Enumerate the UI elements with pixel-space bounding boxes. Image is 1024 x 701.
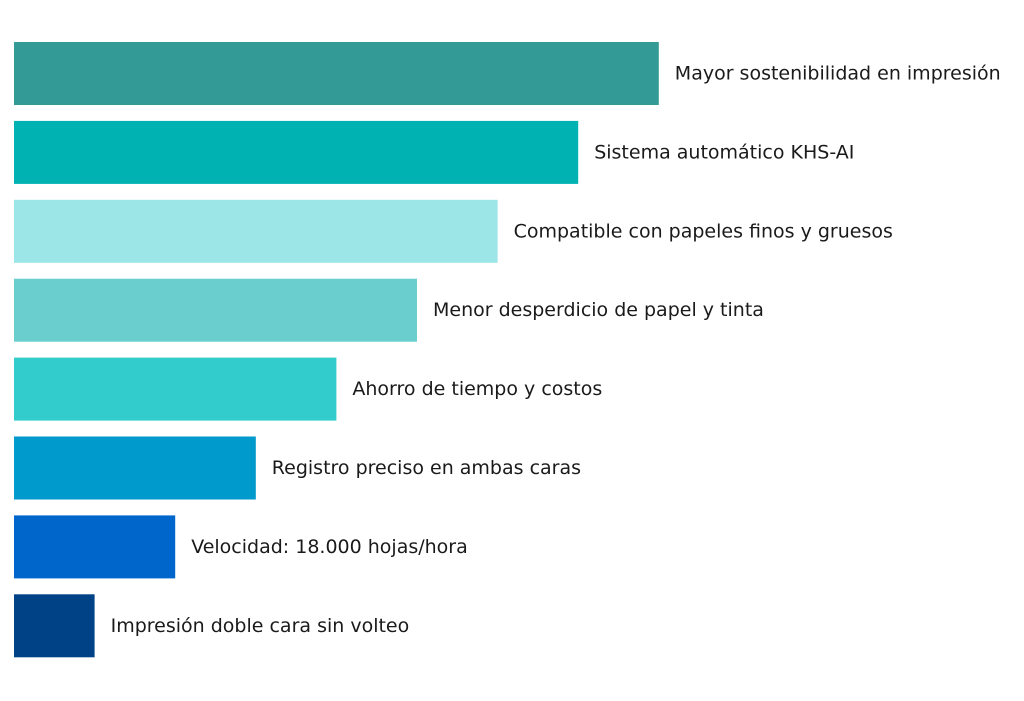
bar-label-6: Registro preciso en ambas caras: [272, 457, 581, 479]
bar-6: [14, 436, 256, 500]
bar-label-2: Sistema automático KHS-AI: [594, 141, 854, 163]
bar-2: [14, 120, 579, 184]
bar-7: [14, 515, 176, 579]
bar-label-4: Menor desperdicio de papel y tinta: [433, 299, 764, 321]
bar-label-3: Compatible con papeles finos y gruesos: [514, 220, 893, 242]
bar-label-5: Ahorro de tiempo y costos: [352, 378, 602, 400]
bar-1: [14, 42, 659, 105]
labels-group: Mayor sostenibilidad en impresión Sistema…: [111, 63, 1001, 637]
bar-5: [14, 357, 337, 421]
bar-label-8: Impresión doble cara sin volteo: [111, 615, 410, 637]
bar-8: [14, 594, 95, 658]
bar-3: [14, 199, 498, 263]
bar-4: [14, 278, 417, 342]
bar-label-7: Velocidad: 18.000 hojas/hora: [191, 536, 468, 558]
bars-group: [14, 42, 659, 658]
bar-label-1: Mayor sostenibilidad en impresión: [675, 63, 1001, 85]
